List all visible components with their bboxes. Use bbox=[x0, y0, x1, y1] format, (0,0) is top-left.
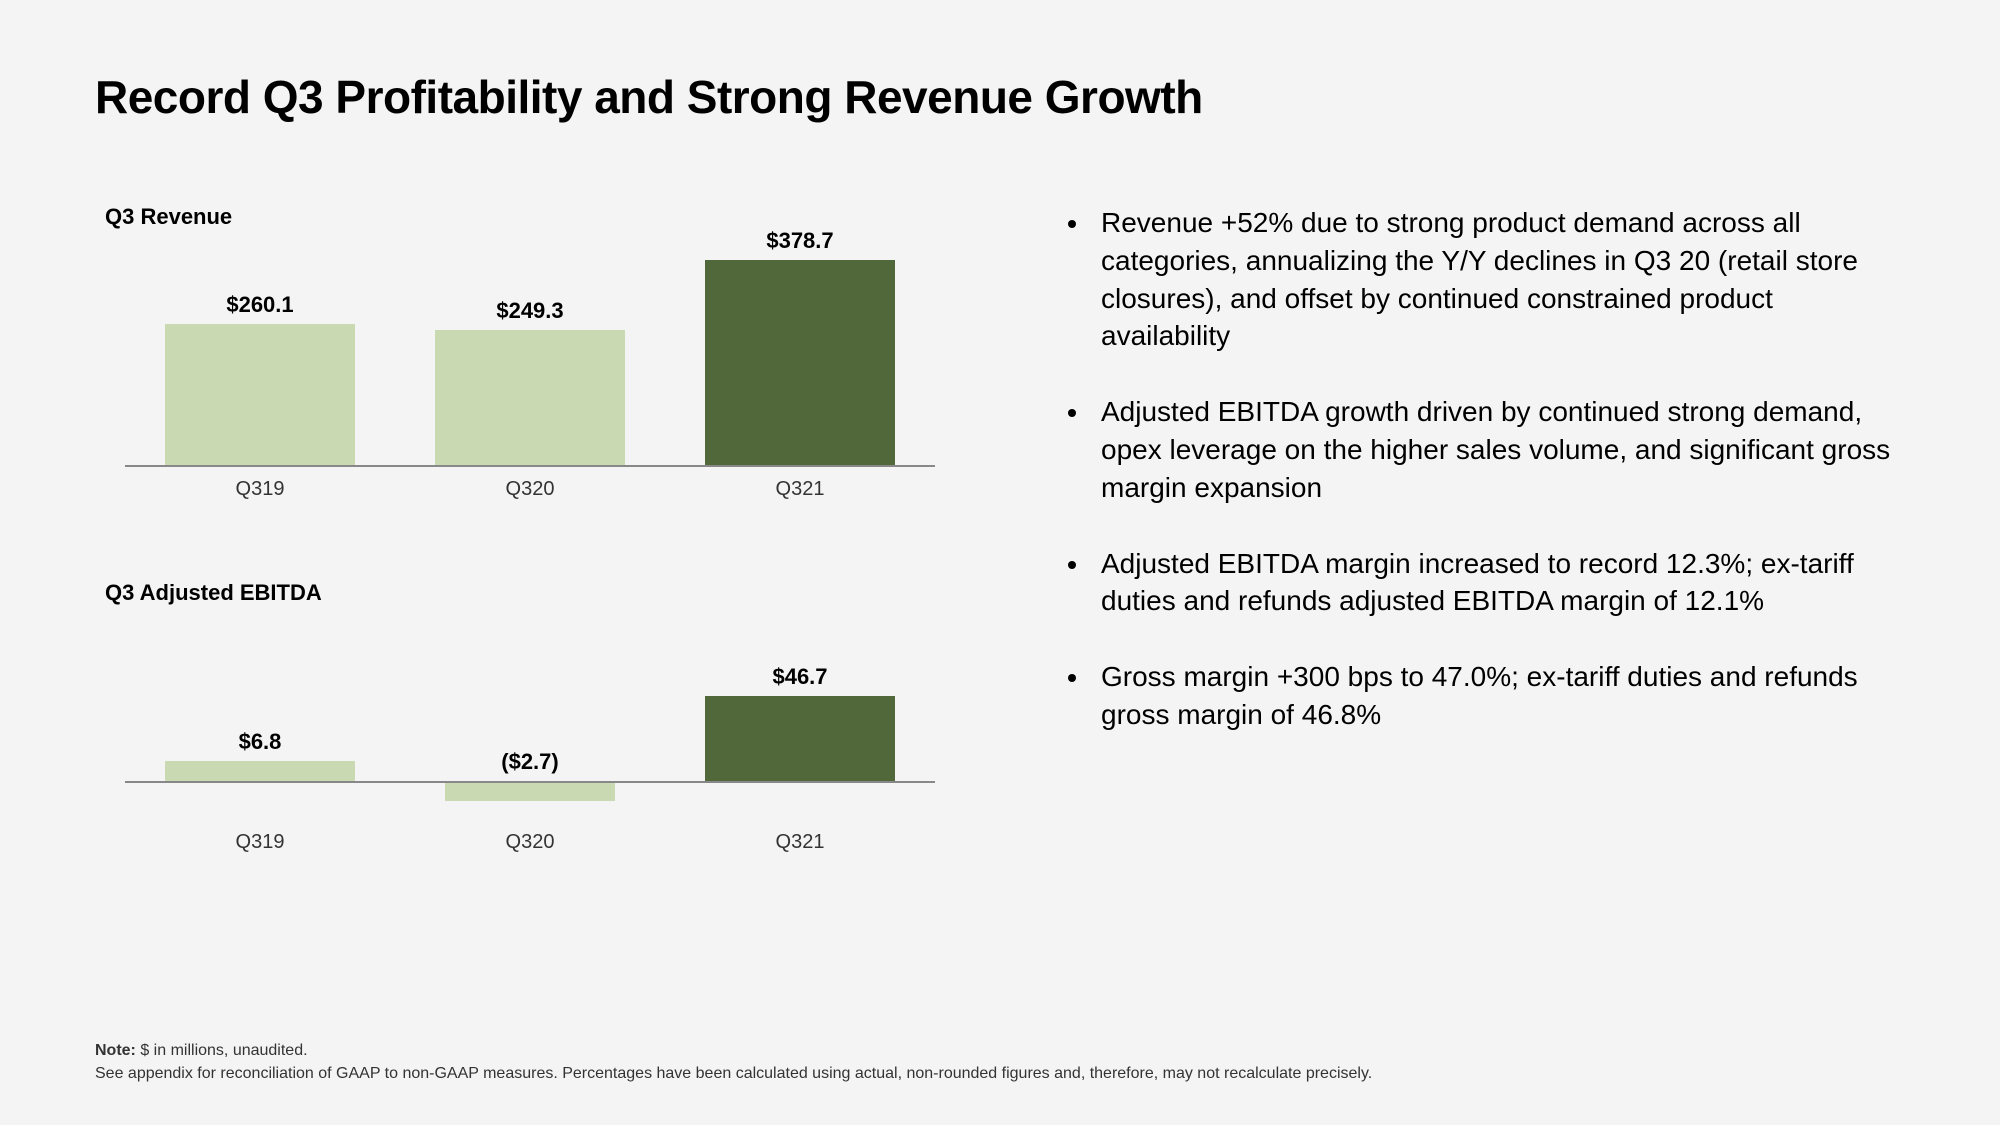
bullet-2: Adjusted EBITDA margin increased to reco… bbox=[1091, 545, 1905, 621]
revenue-bar-label-0: $260.1 bbox=[226, 292, 293, 318]
bullets-list: Revenue +52% due to strong product deman… bbox=[1045, 204, 1905, 734]
content-row: Q3 Revenue $260.1 $249.3 $378.7 bbox=[95, 204, 1905, 926]
footnote-line2: See appendix for reconciliation of GAAP … bbox=[95, 1065, 1372, 1082]
revenue-cat-1: Q320 bbox=[395, 478, 665, 501]
ebitda-cat-1: Q320 bbox=[395, 831, 665, 854]
footnote: Note: $ in millions, unaudited. See appe… bbox=[95, 1040, 1372, 1085]
revenue-chart-title: Q3 Revenue bbox=[95, 204, 965, 230]
revenue-bar-2 bbox=[705, 260, 895, 465]
ebitda-chart: Q3 Adjusted EBITDA $6.8 ($2.7) $46 bbox=[95, 580, 965, 866]
revenue-categories: Q319 Q320 Q321 bbox=[125, 478, 935, 501]
ebitda-bar-0 bbox=[165, 761, 355, 781]
footnote-line1: $ in millions, unaudited. bbox=[136, 1042, 308, 1059]
revenue-bar-0 bbox=[165, 324, 355, 465]
revenue-cat-0: Q319 bbox=[125, 478, 395, 501]
ebitda-chart-title: Q3 Adjusted EBITDA bbox=[95, 580, 965, 606]
revenue-bar-1 bbox=[435, 330, 625, 465]
ebitda-bar-1 bbox=[445, 783, 615, 801]
bullet-0: Revenue +52% due to strong product deman… bbox=[1091, 204, 1905, 355]
ebitda-categories: Q319 Q320 Q321 bbox=[125, 831, 935, 854]
ebitda-cat-2: Q321 bbox=[665, 831, 935, 854]
ebitda-bar-2 bbox=[705, 696, 895, 781]
revenue-cat-2: Q321 bbox=[665, 478, 935, 501]
bullets-column: Revenue +52% due to strong product deman… bbox=[1045, 204, 1905, 926]
revenue-chart: Q3 Revenue $260.1 $249.3 $378.7 bbox=[95, 204, 965, 520]
slide-title: Record Q3 Profitability and Strong Reven… bbox=[95, 70, 1905, 124]
bullet-1: Adjusted EBITDA growth driven by continu… bbox=[1091, 393, 1905, 506]
ebitda-bar-label-2: $46.7 bbox=[772, 664, 827, 690]
ebitda-axis bbox=[125, 781, 935, 783]
revenue-axis bbox=[125, 465, 935, 467]
footnote-bold: Note: bbox=[95, 1042, 136, 1059]
revenue-bar-label-1: $249.3 bbox=[496, 298, 563, 324]
ebitda-bar-label-0: $6.8 bbox=[239, 729, 282, 755]
ebitda-chart-area: $6.8 ($2.7) $46.7 Q319 bbox=[95, 636, 965, 866]
bullet-3: Gross margin +300 bps to 47.0%; ex-tarif… bbox=[1091, 658, 1905, 734]
charts-column: Q3 Revenue $260.1 $249.3 $378.7 bbox=[95, 204, 965, 926]
ebitda-cat-0: Q319 bbox=[125, 831, 395, 854]
ebitda-bar-label-1: ($2.7) bbox=[501, 749, 558, 775]
revenue-chart-area: $260.1 $249.3 $378.7 Q3 bbox=[95, 260, 965, 520]
revenue-bar-label-2: $378.7 bbox=[766, 228, 833, 254]
